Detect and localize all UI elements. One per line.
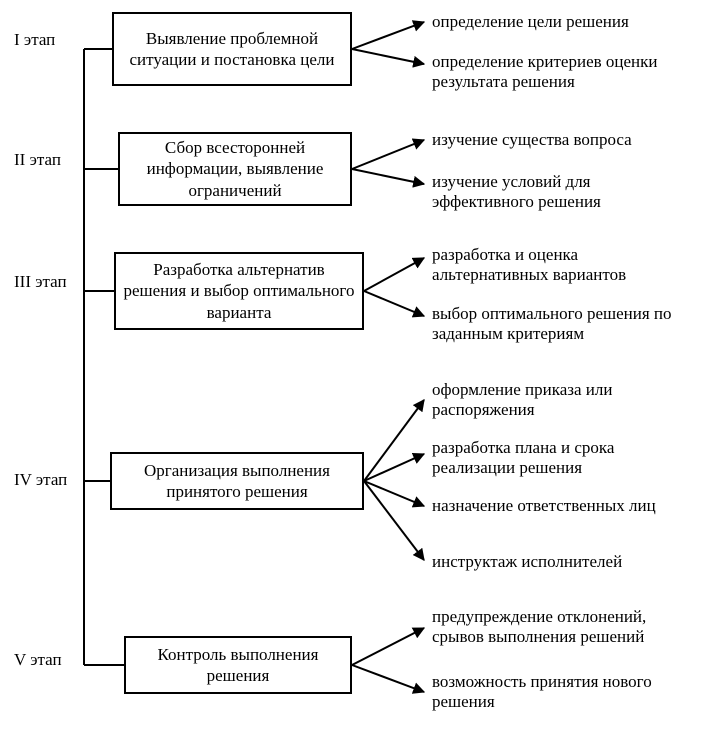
stage-label-1: I этап [14, 30, 55, 50]
outcome-text: разработка и оценка альтернативных вариа… [432, 245, 692, 286]
stage-label-5: V этап [14, 650, 62, 670]
outcome-text: предупреждение отклонений, срывов выполн… [432, 607, 692, 648]
diagram-canvas: I этап Выявление проблемной ситуации и по… [0, 0, 704, 749]
outcome-text: разработка плана и срока реализации реше… [432, 438, 692, 479]
outcome-text: определение критериев оценки результата … [432, 52, 692, 93]
outcome-text: назначение ответственных лиц [432, 496, 692, 516]
outcome-text: выбор оптимального решения по заданным к… [432, 304, 692, 345]
stage-box-text: Сбор всесторонней информации, выявление … [126, 137, 344, 201]
outcome-text: изучение существа вопроса [432, 130, 692, 150]
stage-box-2: Сбор всесторонней информации, выявление … [118, 132, 352, 206]
outcome-text: оформление приказа или распоряжения [432, 380, 692, 421]
stage-box-text: Организация выполнения принятого решения [118, 460, 356, 503]
outcome-text: определение цели решения [432, 12, 692, 32]
outcome-text: возможность принятия нового решения [432, 672, 692, 713]
stage-box-1: Выявление проблемной ситуации и постанов… [112, 12, 352, 86]
stage-box-text: Выявление проблемной ситуации и постанов… [120, 28, 344, 71]
stage-label-3: III этап [14, 272, 67, 292]
stage-label-4: IV этап [14, 470, 67, 490]
outcome-text: изучение условий для эффективного решени… [432, 172, 692, 213]
stage-box-text: Контроль выполнения решения [132, 644, 344, 687]
stage-box-3: Разработка альтернатив решения и выбор о… [114, 252, 364, 330]
stage-box-4: Организация выполнения принятого решения [110, 452, 364, 510]
outcome-text: инструктаж исполнителей [432, 552, 692, 572]
stage-label-2: II этап [14, 150, 61, 170]
stage-box-5: Контроль выполнения решения [124, 636, 352, 694]
stage-box-text: Разработка альтернатив решения и выбор о… [122, 259, 356, 323]
